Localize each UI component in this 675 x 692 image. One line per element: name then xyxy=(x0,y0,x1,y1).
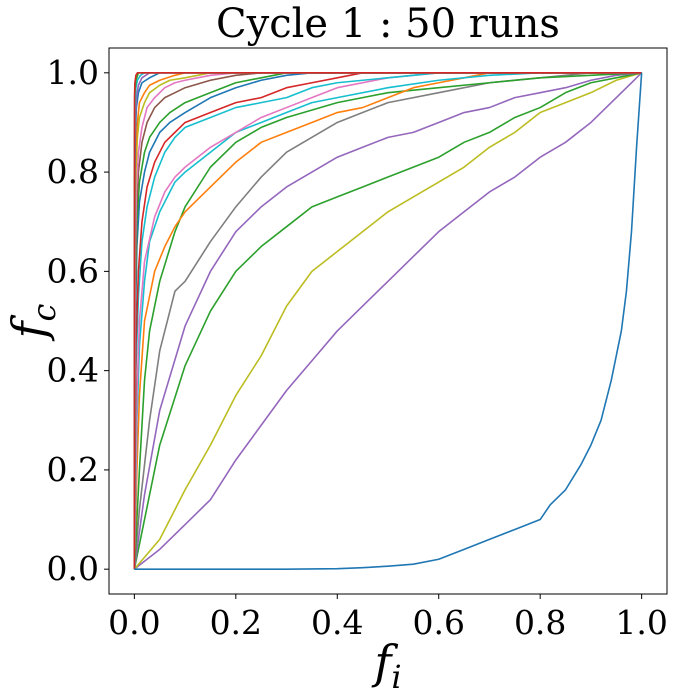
series-line-6 xyxy=(133,72,642,570)
x-tick-label-2: 0.4 xyxy=(311,603,363,642)
series-line-12 xyxy=(133,72,642,570)
x-axis: 0.0 0.2 0.4 0.6 0.8 1.0 xyxy=(108,594,668,642)
series-line-4 xyxy=(133,72,642,570)
y-axis-label: fc xyxy=(2,303,63,341)
x-axis-label-sub: i xyxy=(391,658,401,692)
series-line-23 xyxy=(134,72,643,570)
series-line-7 xyxy=(133,72,642,570)
series-line-22 xyxy=(133,72,642,570)
series-line-9 xyxy=(133,72,642,570)
x-tick-label-4: 0.8 xyxy=(514,603,566,642)
y-tick-label-4: 0.8 xyxy=(47,152,99,191)
chart-title: Cycle 1 : 50 runs xyxy=(216,1,560,47)
y-tick-label-1: 0.2 xyxy=(47,450,99,489)
series-line-10 xyxy=(133,72,642,570)
x-tick-label-1: 0.2 xyxy=(210,603,262,642)
series-line-1 xyxy=(133,72,643,570)
x-tick-label-0: 0.0 xyxy=(108,603,160,642)
series-line-3 xyxy=(133,72,642,570)
series-layer xyxy=(133,72,643,570)
y-tick-label-0: 0.0 xyxy=(47,549,99,588)
y-tick-label-2: 0.4 xyxy=(47,351,99,390)
y-axis-label-sub: c xyxy=(25,303,63,321)
series-line-13 xyxy=(133,72,642,570)
series-line-15 xyxy=(133,72,642,570)
series-line-2 xyxy=(133,72,642,570)
plot-frame xyxy=(108,47,668,595)
series-line-11 xyxy=(133,72,642,570)
y-axis: 0.0 0.2 0.4 0.6 0.8 1.0 xyxy=(47,53,109,588)
x-tick-label-5: 1.0 xyxy=(615,603,667,642)
y-tick-label-5: 1.0 xyxy=(47,53,99,92)
x-tick-label-3: 0.6 xyxy=(412,603,464,642)
y-tick-label-3: 0.6 xyxy=(47,251,99,290)
